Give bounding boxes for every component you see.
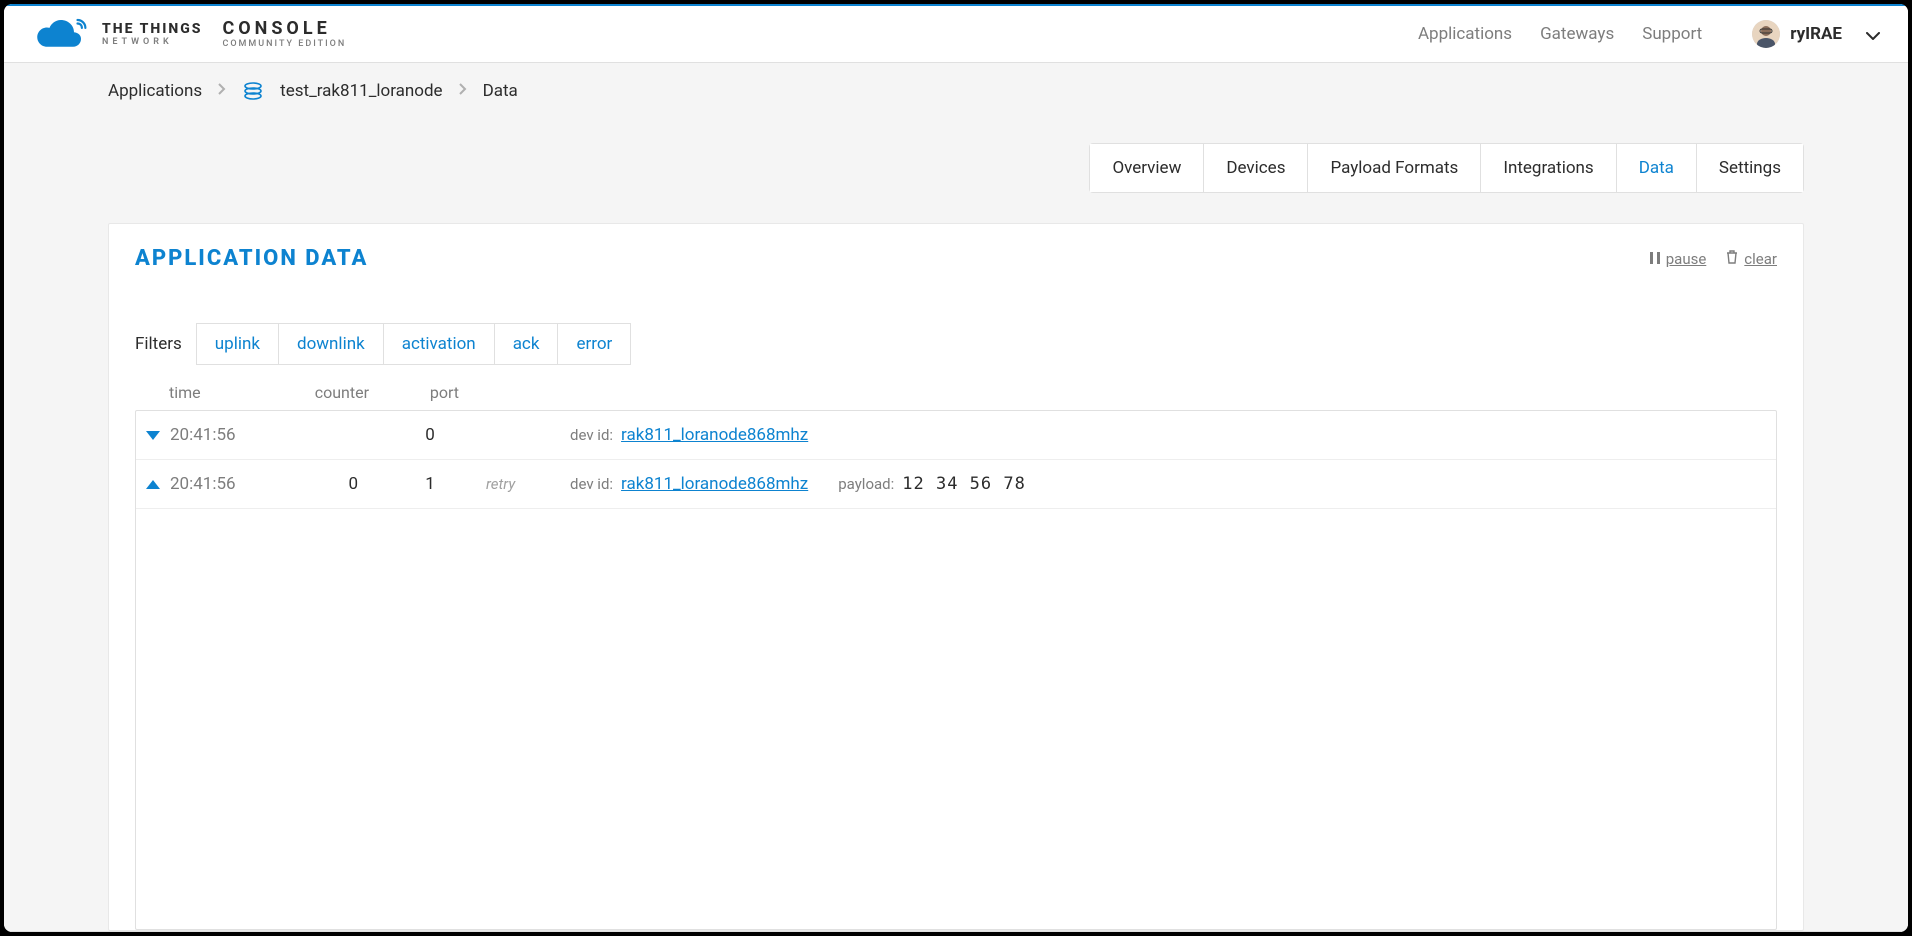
- tab-integrations[interactable]: Integrations: [1481, 143, 1616, 193]
- devid-link[interactable]: rak811_loranode868mhz: [621, 425, 808, 445]
- breadcrumb-root[interactable]: Applications: [108, 81, 202, 101]
- filter-ack[interactable]: ack: [495, 323, 559, 365]
- pause-button[interactable]: pause: [1650, 250, 1707, 268]
- col-port: port: [399, 383, 459, 402]
- console-line2: COMMUNITY EDITION: [222, 40, 346, 49]
- user-menu[interactable]: ryIRAE: [1752, 20, 1880, 48]
- console-title: CONSOLE COMMUNITY EDITION: [222, 20, 346, 49]
- main-panel: Applications test_rak811_loranode Data O…: [4, 62, 1908, 932]
- cloud-icon: [32, 14, 88, 54]
- tab-data[interactable]: Data: [1617, 143, 1697, 193]
- tab-devices[interactable]: Devices: [1204, 143, 1308, 193]
- brand-logo[interactable]: THE THINGS NETWORK: [32, 14, 202, 54]
- table-row[interactable]: 20:41:56 0 1 retry dev id: rak811_lorano…: [136, 460, 1776, 509]
- cell-time: 20:41:56: [170, 425, 280, 445]
- devid-label: dev id:: [570, 426, 613, 444]
- card-title: APPLICATION DATA: [135, 246, 368, 271]
- nav-support[interactable]: Support: [1642, 24, 1702, 44]
- chevron-down-icon: [1866, 25, 1880, 44]
- chevron-right-icon: [218, 83, 226, 99]
- cell-counter: 0: [280, 474, 400, 494]
- nav-gateways[interactable]: Gateways: [1540, 24, 1614, 44]
- pause-label: pause: [1666, 250, 1707, 268]
- cell-retry: retry: [460, 475, 540, 493]
- chevron-right-icon: [459, 83, 467, 99]
- filter-pills: uplink downlink activation ack error: [196, 323, 632, 365]
- cell-time: 20:41:56: [170, 474, 280, 494]
- brand-text: THE THINGS NETWORK: [102, 22, 202, 47]
- nav-applications[interactable]: Applications: [1418, 24, 1512, 44]
- filter-activation[interactable]: activation: [384, 323, 495, 365]
- direction-up-icon: [136, 474, 170, 494]
- filter-downlink[interactable]: downlink: [279, 323, 384, 365]
- clear-button[interactable]: clear: [1726, 250, 1777, 268]
- username: ryIRAE: [1790, 24, 1842, 44]
- col-counter: counter: [279, 383, 399, 402]
- payload-value: 12 34 56 78: [902, 474, 1026, 494]
- trash-icon: [1726, 250, 1738, 268]
- app-icon: [242, 80, 264, 102]
- data-card: APPLICATION DATA pause clear: [108, 223, 1804, 931]
- tabs: Overview Devices Payload Formats Integra…: [1089, 143, 1804, 193]
- cell-port: 1: [400, 474, 460, 494]
- breadcrumb: Applications test_rak811_loranode Data: [4, 63, 1908, 119]
- table-row[interactable]: 20:41:56 0 dev id: rak811_loranode868mhz: [136, 411, 1776, 460]
- cell-port: 0: [400, 425, 460, 445]
- devid-label: dev id:: [570, 475, 613, 493]
- filter-uplink[interactable]: uplink: [196, 323, 279, 365]
- brand-line2: NETWORK: [102, 38, 202, 47]
- data-table: 20:41:56 0 dev id: rak811_loranode868mhz…: [135, 410, 1777, 930]
- filter-error[interactable]: error: [558, 323, 631, 365]
- col-time: time: [169, 383, 279, 402]
- tabs-row: Overview Devices Payload Formats Integra…: [4, 119, 1908, 193]
- tab-overview[interactable]: Overview: [1089, 143, 1204, 193]
- breadcrumb-app[interactable]: test_rak811_loranode: [280, 81, 442, 101]
- app-window: THE THINGS NETWORK CONSOLE COMMUNITY EDI…: [4, 4, 1908, 932]
- tab-settings[interactable]: Settings: [1697, 143, 1804, 193]
- header: THE THINGS NETWORK CONSOLE COMMUNITY EDI…: [4, 6, 1908, 62]
- devid-link[interactable]: rak811_loranode868mhz: [621, 474, 808, 494]
- card-actions: pause clear: [1650, 250, 1777, 268]
- payload-label: payload:: [838, 475, 894, 493]
- breadcrumb-leaf: Data: [483, 81, 518, 101]
- direction-down-icon: [136, 425, 170, 445]
- card-header: APPLICATION DATA pause clear: [109, 224, 1803, 293]
- brand-line1: THE THINGS: [102, 22, 202, 36]
- filter-row: Filters uplink downlink activation ack e…: [109, 323, 1803, 365]
- avatar: [1752, 20, 1780, 48]
- console-line1: CONSOLE: [222, 20, 346, 38]
- pause-icon: [1650, 250, 1660, 268]
- tab-payload-formats[interactable]: Payload Formats: [1308, 143, 1481, 193]
- filter-label: Filters: [135, 334, 182, 354]
- table-header: time counter port: [109, 383, 1803, 402]
- header-nav: Applications Gateways Support: [1418, 24, 1702, 44]
- clear-label: clear: [1744, 250, 1777, 268]
